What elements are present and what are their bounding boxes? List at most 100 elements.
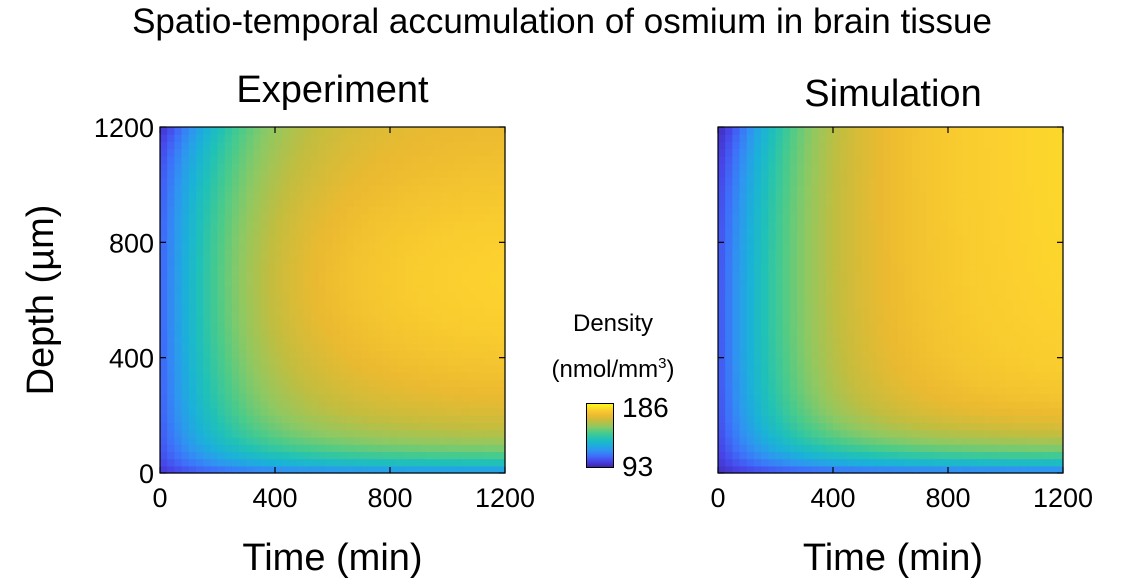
heatmap-cell (418, 213, 427, 222)
heatmap-cell (991, 285, 999, 294)
heatmap-cell (718, 256, 726, 265)
heatmap-cell (847, 271, 856, 279)
heatmap-cell (318, 328, 326, 337)
heatmap-cell (1027, 227, 1035, 236)
heatmap-cell (217, 379, 226, 388)
heatmap-cell (883, 213, 892, 222)
heatmap-cell (282, 386, 290, 395)
heatmap-cell (239, 263, 247, 272)
heatmap-cell (167, 235, 175, 243)
heatmap-cell (991, 127, 999, 135)
heatmap-cell (1012, 177, 1021, 186)
heatmap-cell (404, 199, 413, 207)
heatmap-cell (174, 227, 183, 236)
heatmap-cell (725, 177, 733, 186)
heatmap-cell (811, 350, 820, 359)
heatmap-cell (789, 127, 798, 135)
heatmap-cell (1005, 314, 1014, 323)
heatmap-cell (926, 415, 935, 424)
heatmap-cell (231, 372, 240, 380)
heatmap-cell (203, 170, 211, 179)
heatmap-cell (854, 227, 863, 236)
heatmap-cells (718, 127, 1064, 474)
heatmap-cell (224, 364, 233, 373)
heatmap-cell (490, 386, 499, 395)
heatmap-cell (469, 422, 477, 431)
heatmap-cell (461, 444, 470, 452)
heatmap-cell (890, 263, 899, 272)
heatmap-cell (1048, 444, 1057, 452)
heatmap-cell (1055, 314, 1064, 323)
heatmap-cell (490, 148, 499, 157)
heatmap-cell (217, 400, 226, 409)
heatmap-cell (425, 422, 434, 431)
heatmap-cell (919, 328, 928, 337)
heatmap-cell (804, 372, 813, 380)
heatmap-cell (267, 127, 276, 135)
heatmap-cell (897, 148, 906, 157)
heatmap-cell (181, 307, 190, 316)
heatmap-cell (983, 393, 992, 402)
heatmap-cell (382, 400, 391, 409)
heatmap-cell (1055, 227, 1064, 236)
heatmap-cell (976, 314, 985, 323)
heatmap-cell (718, 249, 726, 258)
heatmap-cell (231, 415, 240, 424)
heatmap-cell (375, 400, 384, 409)
heatmap-cell (339, 436, 348, 445)
heatmap-cell (818, 249, 827, 258)
heatmap-cell (1019, 328, 1028, 337)
heatmap-cell (876, 415, 884, 424)
heatmap-cell (1048, 314, 1057, 323)
heatmap-cell (1055, 271, 1064, 279)
heatmap-cell (203, 213, 211, 222)
heatmap-cell (761, 155, 769, 164)
heatmap-cell (933, 400, 942, 409)
heatmap-cell (782, 220, 791, 229)
heatmap-cell (876, 199, 884, 207)
heatmap-cell (940, 436, 949, 445)
heatmap-cell (840, 321, 848, 330)
heatmap-cell (991, 458, 999, 467)
heatmap-cell (267, 300, 276, 308)
heatmap-cell (725, 444, 733, 452)
heatmap-cell (725, 364, 733, 373)
heatmap-cell (267, 400, 276, 409)
heatmap-cell (732, 206, 741, 215)
heatmap-cell (868, 191, 877, 200)
heatmap-cell (490, 321, 499, 330)
heatmap-cell (1012, 199, 1021, 207)
heatmap-cell (976, 220, 985, 229)
heatmap-cell (732, 314, 741, 323)
heatmap-cell (912, 408, 920, 416)
heatmap-cell (1034, 372, 1043, 380)
heatmap-cell (789, 429, 798, 438)
heatmap-cell (1005, 256, 1014, 265)
heatmap-cell (411, 249, 420, 258)
heatmap-cell (1048, 285, 1057, 294)
heatmap-cell (397, 429, 405, 438)
heatmap-cell (983, 263, 992, 272)
heatmap-cell (1005, 386, 1014, 395)
heatmap-cell (718, 263, 726, 272)
heatmap-cell (433, 364, 441, 373)
heatmap-cell (397, 328, 405, 337)
heatmap-cell (275, 328, 283, 337)
heatmap-cell (382, 249, 391, 258)
heatmap-cell (840, 177, 848, 186)
heatmap-cell (761, 444, 769, 452)
heatmap-cell (231, 263, 240, 272)
heatmap-cell (239, 328, 247, 337)
heatmap-cell (354, 191, 362, 200)
heatmap-cell (253, 285, 262, 294)
heatmap-cell (289, 451, 298, 460)
heatmap-cell (397, 415, 405, 424)
heatmap-cell (253, 163, 262, 171)
heatmap-cell (768, 336, 777, 344)
heatmap-cell (847, 307, 856, 316)
heatmap-cell (253, 249, 262, 258)
heatmap-cell (912, 220, 920, 229)
heatmap-cell (732, 451, 741, 460)
heatmap-cell (282, 242, 290, 251)
heatmap-cell (275, 271, 283, 279)
